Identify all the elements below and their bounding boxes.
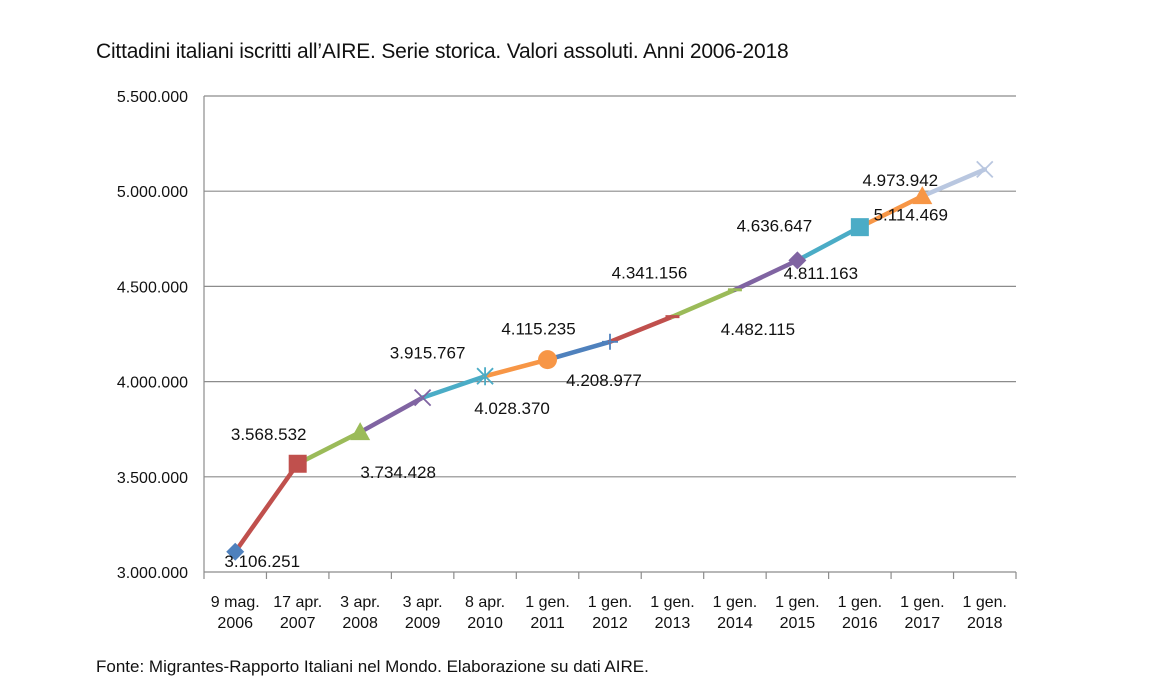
x-tick-label: 8 apr. 2010 (465, 594, 505, 632)
y-axis-tick-labels: 3.000.000 3.500.000 4.000.000 4.500.000 5.00… (117, 89, 188, 582)
x-tick-label: 1 gen. 2011 (525, 594, 569, 632)
line-segment (920, 167, 988, 199)
line-segment (420, 373, 488, 400)
x-tick-label: 3 apr. 2008 (340, 594, 380, 632)
data-label: 4.341.156 (612, 264, 688, 283)
triangle-marker (912, 186, 933, 205)
data-label: 5.114.469 (874, 205, 948, 224)
data-label: 4.811.163 (784, 264, 858, 283)
diamond-marker (788, 251, 807, 270)
line-segment (670, 287, 738, 319)
x-tick-label: 3 apr. 2009 (403, 594, 443, 632)
x-tick-label: 1 gen. 2012 (588, 594, 632, 632)
plus-marker (602, 333, 618, 350)
axes (203, 96, 1017, 579)
circle-marker (538, 350, 558, 370)
line-segment (357, 395, 425, 435)
source-note: Fonte: Migrantes-Rapporto Italiani nel M… (96, 657, 649, 676)
diamond-marker (226, 542, 245, 561)
x-marker (413, 389, 432, 407)
series-markers (226, 160, 994, 561)
y-tick-label: 4.500.000 (117, 279, 188, 296)
data-label: 4.482.115 (721, 320, 795, 339)
x-marker (976, 160, 994, 179)
y-tick-label: 5.000.000 (117, 184, 188, 201)
chart-title: Cittadini italiani iscritti all’AIRE. Se… (96, 40, 789, 63)
line-segment (732, 258, 800, 293)
x-tick-label: 1 gen. 2016 (838, 594, 882, 632)
data-label: 4.636.647 (737, 216, 813, 235)
star-marker (476, 367, 494, 386)
line-segment (482, 357, 550, 379)
line-segment (607, 314, 675, 345)
x-tick-label: 1 gen. 2018 (963, 594, 1007, 632)
square-marker (288, 454, 307, 473)
x-tick-label: 9 mag. 2006 (211, 594, 260, 632)
y-tick-label: 3.000.000 (117, 565, 188, 582)
x-tick-label: 1 gen. 2013 (650, 594, 694, 632)
line-segment (857, 193, 925, 230)
data-label: 3.106.251 (224, 552, 300, 571)
line-segment (795, 224, 863, 263)
line-segment (545, 339, 613, 362)
y-tick-label: 5.500.000 (117, 89, 188, 106)
data-label: 3.568.532 (231, 425, 307, 444)
y-tick-label: 3.500.000 (117, 470, 188, 487)
y-tick-label: 4.000.000 (117, 375, 188, 392)
data-labels: 3.106.251 3.568.532 3.734.428 3.915.767 4.02… (224, 171, 948, 571)
triangle-marker (350, 422, 371, 441)
x-tick-label: 1 gen. 2017 (900, 594, 944, 632)
x-tick-label: 1 gen. 2014 (713, 594, 757, 632)
data-label: 3.915.767 (390, 344, 466, 363)
data-label: 4.208.977 (566, 371, 642, 390)
x-tick-label: 1 gen. 2015 (775, 594, 819, 632)
x-axis-tick-labels: 9 mag. 2006 17 apr. 2007 3 apr. 2008 3 apr. 200… (211, 594, 1007, 632)
gridlines (204, 95, 1016, 478)
series-line (232, 167, 988, 555)
data-label: 4.973.942 (862, 171, 938, 190)
data-label: 3.734.428 (360, 463, 436, 482)
data-label: 4.028.370 (474, 399, 550, 418)
line-segment (232, 461, 300, 555)
data-label: 4.115.235 (501, 320, 575, 339)
line-segment (295, 429, 363, 467)
line-chart: 3.000.000 3.500.000 4.000.000 4.500.000 5.00… (117, 89, 1017, 632)
square-marker (850, 218, 869, 237)
x-tick-label: 17 apr. 2007 (273, 594, 322, 632)
